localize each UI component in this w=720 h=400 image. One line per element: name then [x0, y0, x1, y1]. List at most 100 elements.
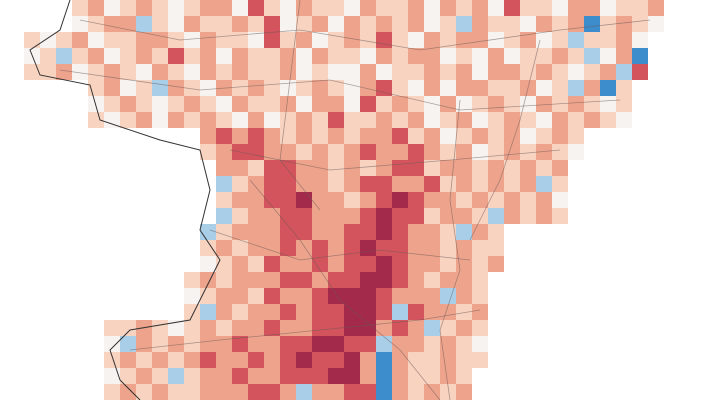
cell: [216, 112, 232, 128]
cell: [152, 384, 168, 400]
road: [279, 0, 321, 211]
cell: [120, 96, 136, 112]
cell: [456, 368, 472, 384]
cell: [184, 288, 200, 304]
cell: [472, 112, 488, 128]
cell: [440, 0, 456, 16]
cell: [616, 0, 632, 16]
cell: [296, 144, 312, 160]
cell: [488, 256, 504, 272]
cell: [440, 288, 456, 304]
cell: [600, 16, 616, 32]
road: [469, 39, 541, 241]
cell: [600, 64, 616, 80]
cell: [360, 48, 376, 64]
cell: [456, 240, 472, 256]
border: [29, 0, 221, 400]
cell: [200, 320, 216, 336]
cell: [200, 240, 216, 256]
cell: [248, 240, 264, 256]
cell: [328, 16, 344, 32]
cell: [488, 96, 504, 112]
cell: [440, 160, 456, 176]
cell: [312, 272, 328, 288]
cell: [168, 336, 184, 352]
cell: [360, 304, 376, 320]
cell: [392, 48, 408, 64]
cell: [504, 128, 520, 144]
cell: [328, 368, 344, 384]
cell: [472, 336, 488, 352]
cell: [360, 144, 376, 160]
cell: [408, 128, 424, 144]
cell: [456, 48, 472, 64]
cell: [488, 160, 504, 176]
cell: [520, 192, 536, 208]
cell: [216, 208, 232, 224]
cell: [120, 16, 136, 32]
cell: [296, 160, 312, 176]
cell: [328, 272, 344, 288]
cell: [104, 320, 120, 336]
cell: [536, 144, 552, 160]
cell: [264, 352, 280, 368]
road: [129, 309, 481, 351]
cell: [232, 208, 248, 224]
cell: [280, 288, 296, 304]
cell: [392, 32, 408, 48]
cell: [104, 384, 120, 400]
cell: [248, 272, 264, 288]
cell: [568, 32, 584, 48]
cell: [376, 208, 392, 224]
cell: [536, 64, 552, 80]
cell: [312, 48, 328, 64]
cell: [40, 48, 56, 64]
cell: [136, 80, 152, 96]
cell: [280, 16, 296, 32]
cell: [184, 352, 200, 368]
cell: [360, 128, 376, 144]
cell: [200, 80, 216, 96]
cell: [600, 32, 616, 48]
cell: [232, 384, 248, 400]
cell: [296, 288, 312, 304]
cell: [328, 224, 344, 240]
cell: [280, 256, 296, 272]
cell: [120, 0, 136, 16]
cell: [200, 384, 216, 400]
cell: [200, 32, 216, 48]
cell: [376, 64, 392, 80]
cell: [136, 384, 152, 400]
cell: [424, 384, 440, 400]
cell: [472, 128, 488, 144]
cell: [600, 0, 616, 16]
cell: [424, 336, 440, 352]
cell: [440, 48, 456, 64]
cell: [392, 336, 408, 352]
cell: [376, 272, 392, 288]
cell: [408, 64, 424, 80]
cell: [408, 256, 424, 272]
cell: [552, 0, 568, 16]
cell: [296, 64, 312, 80]
cell: [472, 240, 488, 256]
cell: [408, 192, 424, 208]
cell: [392, 128, 408, 144]
cell: [456, 224, 472, 240]
cell: [568, 80, 584, 96]
cell: [408, 336, 424, 352]
cell: [376, 336, 392, 352]
cell: [344, 0, 360, 16]
cell: [360, 320, 376, 336]
cell: [488, 208, 504, 224]
cell: [472, 288, 488, 304]
cell: [120, 80, 136, 96]
cell: [120, 320, 136, 336]
cell: [552, 192, 568, 208]
cell: [456, 16, 472, 32]
cell: [280, 336, 296, 352]
cell: [184, 0, 200, 16]
cell: [328, 96, 344, 112]
cell: [312, 64, 328, 80]
cell: [408, 288, 424, 304]
